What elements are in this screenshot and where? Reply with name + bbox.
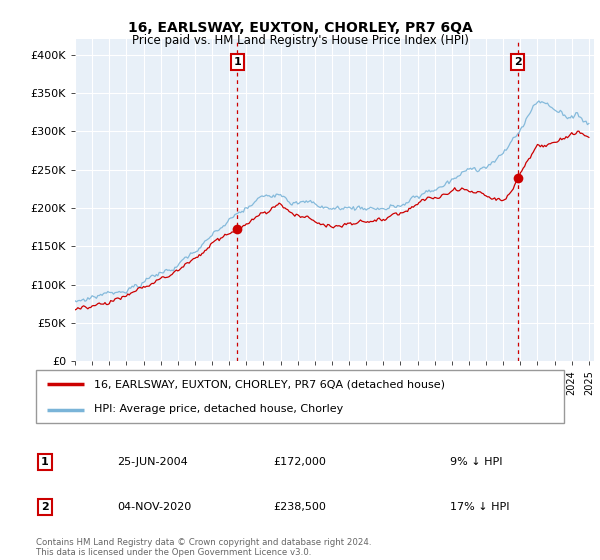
Text: 25-JUN-2004: 25-JUN-2004 — [117, 457, 188, 467]
Text: £172,000: £172,000 — [274, 457, 326, 467]
Text: 04-NOV-2020: 04-NOV-2020 — [117, 502, 191, 512]
Text: Price paid vs. HM Land Registry's House Price Index (HPI): Price paid vs. HM Land Registry's House … — [131, 34, 469, 46]
Text: 2: 2 — [41, 502, 49, 512]
Text: Contains HM Land Registry data © Crown copyright and database right 2024.
This d: Contains HM Land Registry data © Crown c… — [36, 538, 371, 557]
Text: 16, EARLSWAY, EUXTON, CHORLEY, PR7 6QA (detached house): 16, EARLSWAY, EUXTON, CHORLEY, PR7 6QA (… — [94, 380, 445, 390]
Text: 9% ↓ HPI: 9% ↓ HPI — [450, 457, 503, 467]
Text: 17% ↓ HPI: 17% ↓ HPI — [450, 502, 509, 512]
Text: HPI: Average price, detached house, Chorley: HPI: Average price, detached house, Chor… — [94, 404, 343, 414]
Text: 2: 2 — [514, 57, 521, 67]
Text: 1: 1 — [41, 457, 49, 467]
Text: 1: 1 — [233, 57, 241, 67]
Text: 16, EARLSWAY, EUXTON, CHORLEY, PR7 6QA: 16, EARLSWAY, EUXTON, CHORLEY, PR7 6QA — [128, 21, 472, 35]
FancyBboxPatch shape — [36, 370, 564, 423]
Text: £238,500: £238,500 — [274, 502, 326, 512]
